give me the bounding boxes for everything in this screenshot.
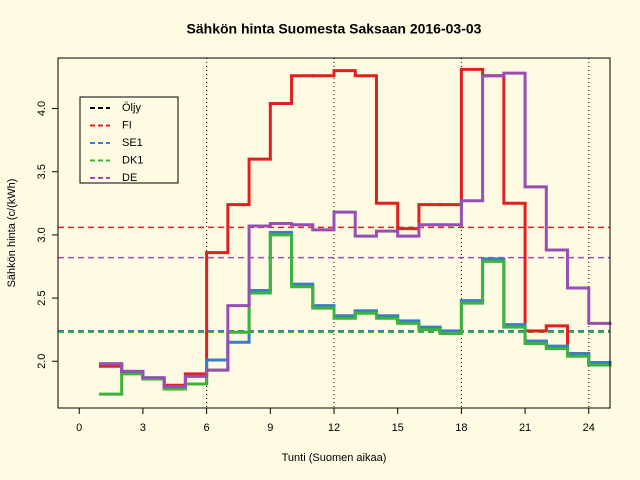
y-tick-label: 3.0: [36, 227, 48, 242]
y-axis-label: Sähkön hinta (c/(kWh): [6, 179, 18, 288]
x-tick-label: 24: [583, 422, 595, 434]
y-tick-label: 2.0: [36, 354, 48, 369]
y-tick-label: 2.5: [36, 290, 48, 305]
x-tick-label: 3: [140, 422, 146, 434]
legend-label: DE: [122, 172, 137, 184]
y-tick-label: 3.5: [36, 164, 48, 179]
x-tick-label: 12: [328, 422, 340, 434]
legend-label: FI: [122, 119, 132, 131]
chart-title: Sähkön hinta Suomesta Saksaan 2016-03-03: [187, 21, 482, 37]
legend-label: DK1: [122, 154, 143, 166]
x-tick-label: 6: [204, 422, 210, 434]
legend-label: Öljy: [122, 102, 141, 114]
x-axis-label: Tunti (Suomen aikaa): [282, 452, 387, 464]
x-tick-label: 9: [267, 422, 273, 434]
x-tick-label: 21: [519, 422, 531, 434]
x-tick-label: 0: [76, 422, 82, 434]
x-tick-label: 15: [392, 422, 404, 434]
y-tick-label: 4.0: [36, 101, 48, 116]
legend-label: SE1: [122, 137, 143, 149]
legend-box: [79, 96, 179, 184]
plot-frame: [57, 57, 611, 409]
x-tick-label: 18: [455, 422, 467, 434]
